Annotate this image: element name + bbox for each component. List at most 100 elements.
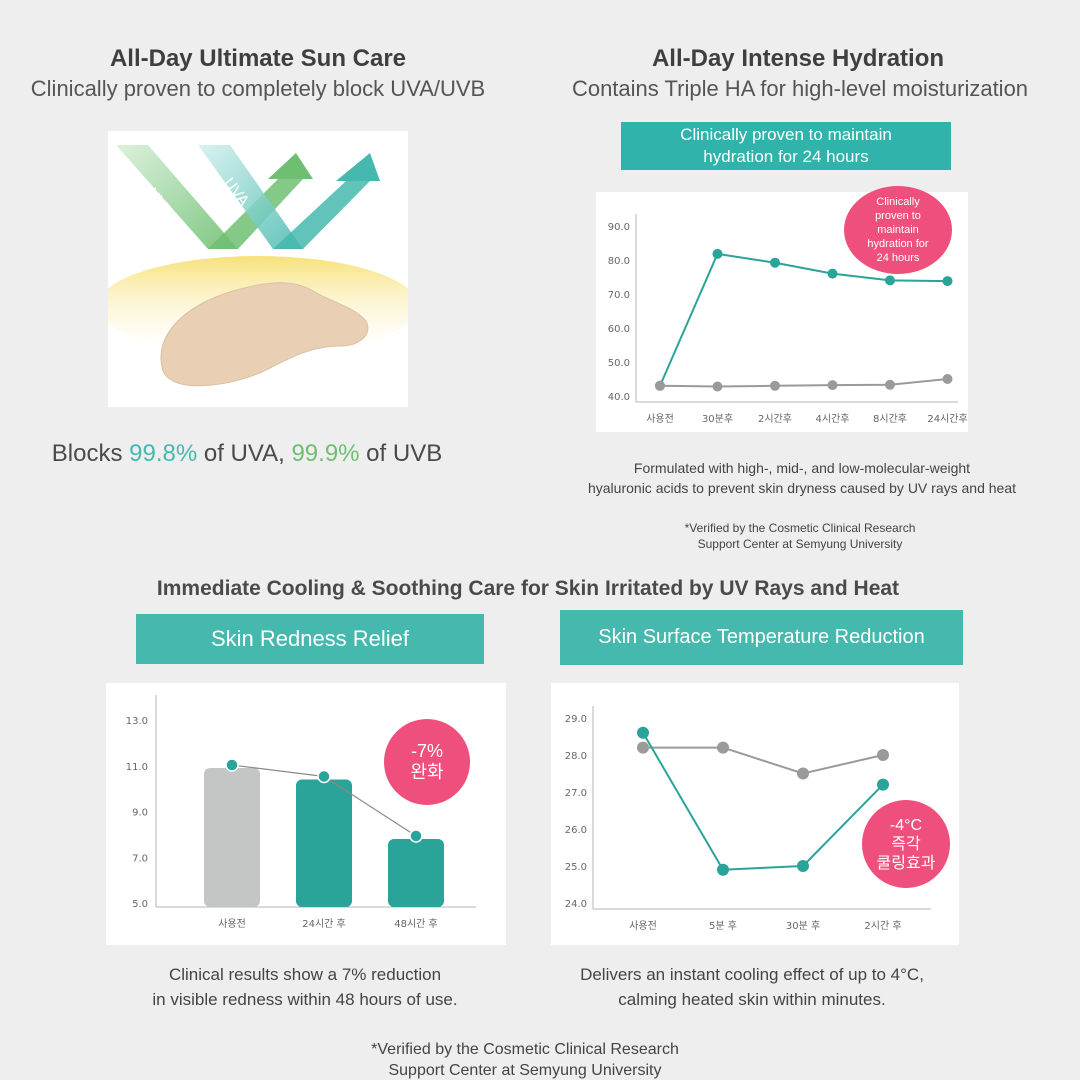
sun-care-title: All-Day Ultimate Sun Care [109,45,407,72]
cooling-verification-note: *Verified by the Cosmetic Clinical Resea… [300,1039,750,1080]
y-tick-label: 26.0 [565,825,587,836]
x-tick-label: 2시간후 [758,413,792,425]
x-tick-label: 8시간후 [873,413,907,425]
redness-badge-pct: -7% [410,741,443,761]
trend-point [317,769,331,784]
y-tick-label: 11.0 [126,762,148,773]
x-tick-label: 48시간 후 [394,918,438,930]
data-point-test [712,248,723,259]
trend-point [409,829,423,843]
blocks-prefix: Blocks [51,440,130,467]
redness-caption-line2: in visible redness within 48 hours of us… [152,990,458,1009]
bar [204,768,260,907]
y-tick-label: 27.0 [565,788,587,799]
cooling-note-line2: Support Center at Semyung University [388,1062,662,1079]
hydration-badge: Clinically proven to maintain hydration … [844,186,952,274]
redness-caption: Clinical results show a 7% reduction in … [100,962,510,1012]
hydration-subtitle: Contains Triple HA for high-level moistu… [571,76,1029,101]
temperature-badge-word1: 즉각 [891,835,921,853]
blocks-mid: of UVA, [197,440,292,467]
hydration-note-line2: Support Center at Semyung University [697,537,903,551]
y-tick-label: 25.0 [565,862,587,873]
series-line-control [643,746,884,775]
cooling-title: Immediate Cooling & Soothing Care for Sk… [156,577,900,600]
hydration-caption-line2: hyaluronic acids to prevent skin dryness… [587,480,1016,496]
redness-badge-word: 완화 [410,762,444,782]
temperature-badge-value: -4°C [889,816,923,834]
y-tick-label: 29.0 [565,714,587,725]
x-tick-label: 사용전 [629,920,657,932]
x-tick-label: 30분후 [702,413,733,425]
data-point-control [637,741,649,754]
redness-badge: -7% 완화 [384,719,470,805]
cooling-note-line1: *Verified by the Cosmetic Clinical Resea… [371,1041,679,1058]
redness-chart: 5.0 7.0 9.0 11.0 13.0 사용전 24시간 후 48시간 후 -7% 완화 [106,683,506,945]
x-tick-label: 2시간 후 [864,920,901,932]
x-tick-label: 30분 후 [786,920,820,932]
y-tick-label: 50.0 [608,358,630,369]
y-tick-label: 5.0 [132,899,148,910]
redness-caption-line1: Clinical results show a 7% reduction [168,965,442,984]
trend-point [225,758,239,772]
hydration-caption-line1: Formulated with high-, mid-, and low-mol… [633,460,971,476]
hydration-verification-note: *Verified by the Cosmetic Clinical Resea… [600,520,1000,552]
redness-label: Skin Redness Relief [136,614,484,664]
data-point-control [717,741,729,754]
y-tick-label: 13.0 [126,716,148,727]
hydration-badge-text: Clinically proven to maintain hydration … [867,196,929,264]
sun-care-subtitle: Clinically proven to completely block UV… [30,76,486,101]
data-point-test [770,257,780,268]
x-tick-label: 5분 후 [709,920,737,932]
data-point-control [797,767,809,780]
x-tick-label: 사용전 [218,918,246,930]
temperature-badge: -4°C 즉각 쿨링효과 [862,800,950,888]
uv-shield-illustration: UVB UVA [98,131,418,407]
y-tick-label: 60.0 [608,324,630,335]
data-point-control [712,381,723,392]
data-point-test [717,863,729,876]
y-tick-label: 90.0 [608,222,630,233]
x-tick-label: 사용전 [646,413,674,425]
y-tick-label: 80.0 [608,256,630,267]
data-point-test [942,276,953,287]
uv-block-stat: Blocks 99.8% of UVA, 99.9% of UVB [0,440,494,468]
temperature-chart: 24.0 25.0 26.0 27.0 28.0 29.0 사용전 5분 후 30분 후 2시간 … [551,683,959,945]
data-point-test [827,268,838,279]
blocks-suffix: of UVB [359,440,443,467]
hydration-caption: Formulated with high-, mid-, and low-mol… [540,458,1064,498]
uvb-percentage: 99.9% [291,440,360,467]
temperature-caption-line2: calming heated skin within minutes. [618,990,886,1009]
data-point-control [770,380,780,391]
hydration-note-line1: *Verified by the Cosmetic Clinical Resea… [684,521,916,535]
x-tick-label: 4시간후 [816,413,850,425]
hydration-chart: 40.0 50.0 60.0 70.0 80.0 90.0 사용전 30분후 2시간후 4시간후 8… [596,186,968,432]
series-line-test [642,732,884,871]
series-line-test [659,252,948,387]
hydration-title: All-Day Intense Hydration [651,45,945,72]
data-point-test [797,860,809,872]
data-point-control [877,749,889,761]
temperature-caption-line1: Delivers an instant cooling effect of up… [580,965,924,984]
bar [388,838,444,907]
y-tick-label: 28.0 [565,751,587,762]
data-point-control [942,374,953,384]
temperature-label: Skin Surface Temperature Reduction [560,610,963,665]
x-tick-label: 24시간후 [927,413,967,425]
y-tick-label: 9.0 [132,808,148,819]
bar [296,779,352,907]
y-tick-label: 70.0 [608,290,630,301]
y-tick-label: 24.0 [565,899,587,910]
data-point-control [655,380,665,391]
temperature-badge-word2: 쿨링효과 [876,854,936,872]
x-tick-label: 24시간 후 [302,918,346,930]
data-point-control [827,380,838,391]
data-point-test [877,778,889,791]
data-point-test [637,726,649,739]
hydration-banner: Clinically proven to maintain hydration … [621,122,951,170]
y-tick-label: 7.0 [132,853,148,864]
uva-percentage: 99.8% [129,440,198,467]
temperature-caption: Delivers an instant cooling effect of up… [530,962,974,1012]
series-line-control [659,378,948,388]
data-point-control [885,379,895,390]
y-tick-label: 40.0 [608,392,630,403]
